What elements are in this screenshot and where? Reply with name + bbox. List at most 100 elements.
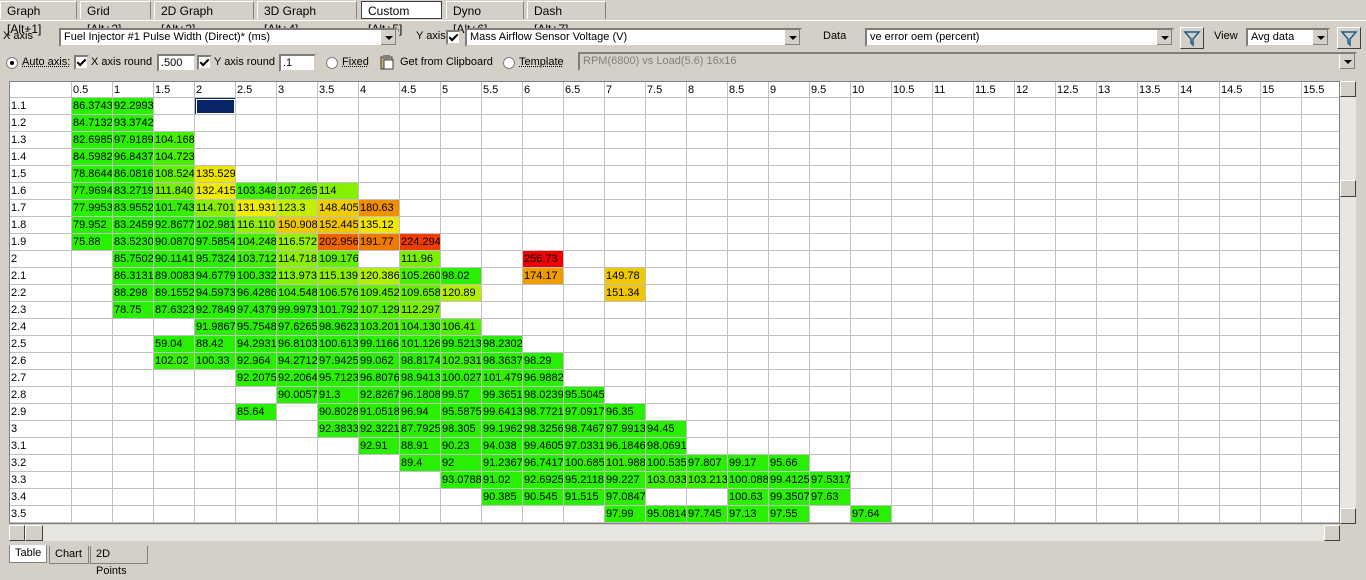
- empty-cell: [1097, 438, 1138, 455]
- empty-cell: [769, 98, 810, 115]
- empty-cell: [482, 285, 523, 302]
- empty-cell: [892, 319, 933, 336]
- empty-cell: [1015, 370, 1056, 387]
- x-round-checkbox[interactable]: [74, 55, 89, 70]
- row-header: 3.2: [10, 455, 72, 472]
- filter-icon: [1181, 28, 1203, 48]
- tab[interactable]: Dyno [Alt+6]: [446, 1, 524, 19]
- tab[interactable]: Dash [Alt+7]: [527, 1, 606, 19]
- data-cell: 93.0788: [441, 472, 482, 489]
- empty-cell: [1261, 183, 1302, 200]
- data-cell: 103.213: [687, 472, 728, 489]
- view-filter-button[interactable]: [1337, 27, 1361, 49]
- auto-axis-radio[interactable]: [6, 57, 18, 69]
- bottom-tab[interactable]: Chart: [49, 546, 89, 564]
- empty-cell: [1138, 98, 1179, 115]
- selected-cell[interactable]: [195, 98, 236, 115]
- empty-cell: [933, 455, 974, 472]
- empty-cell: [1097, 200, 1138, 217]
- tab[interactable]: Grid [Alt+2]: [80, 1, 151, 19]
- empty-cell: [1097, 506, 1138, 523]
- data-cell: 88.91: [400, 438, 441, 455]
- horizontal-scrollbar[interactable]: [9, 525, 1340, 541]
- empty-cell: [810, 166, 851, 183]
- clipboard-label[interactable]: Get from Clipboard: [400, 56, 493, 68]
- data-cell: 95.2118: [564, 472, 605, 489]
- scroll-thumb[interactable]: [25, 525, 43, 541]
- empty-cell: [1138, 455, 1179, 472]
- tab[interactable]: 3D Graph [Alt+4]: [257, 1, 357, 19]
- empty-cell: [113, 370, 154, 387]
- empty-cell: [154, 115, 195, 132]
- view-dropdown[interactable]: Avg data: [1246, 28, 1330, 47]
- data-cell: 92.2075: [236, 370, 277, 387]
- data-cell: 85.7502: [113, 251, 154, 268]
- bottom-tab[interactable]: Table: [9, 545, 47, 563]
- fixed-radio[interactable]: [326, 57, 338, 69]
- empty-cell: [1097, 370, 1138, 387]
- auto-axis-label[interactable]: Auto axis:: [22, 56, 70, 68]
- scroll-down[interactable]: [1340, 508, 1356, 524]
- empty-cell: [1302, 336, 1340, 353]
- y-axis-checkbox[interactable]: [446, 30, 461, 45]
- template-radio[interactable]: [503, 57, 515, 69]
- empty-cell: [687, 387, 728, 404]
- scroll-left[interactable]: [9, 525, 25, 541]
- empty-cell: [1097, 166, 1138, 183]
- fixed-label[interactable]: Fixed: [342, 56, 369, 68]
- template-dropdown[interactable]: RPM(6800) vs Load(5.6) 16x16: [578, 52, 1357, 71]
- data-cell: 98.7467: [564, 421, 605, 438]
- column-header: 4: [359, 82, 400, 98]
- y-axis-dropdown[interactable]: Mass Airflow Sensor Voltage (V): [465, 28, 802, 47]
- empty-cell: [1097, 455, 1138, 472]
- clipboard-icon[interactable]: [379, 54, 395, 70]
- empty-cell: [359, 183, 400, 200]
- x-axis-dropdown[interactable]: Fuel Injector #1 Pulse Width (Direct)* (…: [59, 28, 398, 47]
- empty-cell: [1302, 268, 1340, 285]
- data-dropdown[interactable]: ve error oem (percent): [865, 28, 1174, 47]
- empty-cell: [1138, 200, 1179, 217]
- y-round-input[interactable]: .1: [279, 54, 316, 72]
- empty-cell: [154, 319, 195, 336]
- y-round-checkbox[interactable]: [197, 55, 212, 70]
- data-cell: 96.7417: [523, 455, 564, 472]
- empty-cell: [482, 217, 523, 234]
- x-round-input[interactable]: .500: [157, 54, 196, 72]
- empty-cell: [810, 438, 851, 455]
- empty-cell: [154, 472, 195, 489]
- empty-cell: [1220, 217, 1261, 234]
- empty-cell: [523, 183, 564, 200]
- template-label[interactable]: Template: [519, 56, 564, 68]
- empty-cell: [851, 234, 892, 251]
- empty-cell: [564, 234, 605, 251]
- column-header: 0.5: [72, 82, 113, 98]
- empty-cell: [1015, 319, 1056, 336]
- empty-cell: [277, 506, 318, 523]
- filter-button[interactable]: [1180, 27, 1204, 49]
- data-cell: 100.088: [728, 472, 769, 489]
- empty-cell: [933, 251, 974, 268]
- vertical-scrollbar[interactable]: [1340, 81, 1356, 524]
- column-header: 5.5: [482, 82, 523, 98]
- scroll-up[interactable]: [1340, 81, 1356, 97]
- data-cell: 97.745: [687, 506, 728, 523]
- data-cell: 107.129: [359, 302, 400, 319]
- data-cell: 95.5045: [564, 387, 605, 404]
- tab[interactable]: 2D Graph [Alt+3]: [154, 1, 254, 19]
- empty-cell: [523, 200, 564, 217]
- empty-cell: [318, 166, 359, 183]
- empty-cell: [1261, 353, 1302, 370]
- tab[interactable]: Custom [Alt+5]: [361, 1, 442, 19]
- scroll-thumb[interactable]: [1340, 180, 1356, 197]
- empty-cell: [195, 506, 236, 523]
- empty-cell: [318, 149, 359, 166]
- empty-cell: [277, 149, 318, 166]
- empty-cell: [1302, 200, 1340, 217]
- data-cell: 96.94: [400, 404, 441, 421]
- bottom-tab[interactable]: 2D Points: [90, 546, 148, 564]
- empty-cell: [523, 217, 564, 234]
- scroll-right[interactable]: [1324, 525, 1340, 541]
- empty-cell: [1261, 489, 1302, 506]
- tab[interactable]: Graph [Alt+1]: [0, 1, 77, 19]
- row-header: 1.7: [10, 200, 72, 217]
